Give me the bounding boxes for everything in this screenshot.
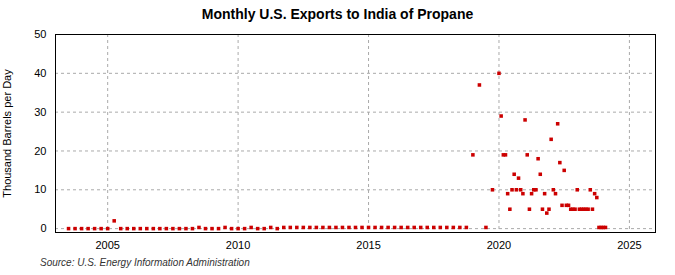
svg-text:Thousand Barrels per Day: Thousand Barrels per Day [1,69,13,198]
svg-text:2025: 2025 [617,239,641,251]
html-text:Monthly U.S. Exports to India: Monthly U.S. Exports to India of Propane [201,6,474,22]
svg-text:40: 40 [34,67,46,79]
svg-text:2010: 2010 [226,239,250,251]
svg-text:0: 0 [40,222,46,234]
svg-text:20: 20 [34,144,46,156]
svg-text:2005: 2005 [95,239,119,251]
svg-text:10: 10 [34,183,46,195]
svg-text:2015: 2015 [356,239,380,251]
svg-text:30: 30 [34,106,46,118]
svg-text:2020: 2020 [487,239,511,251]
html-text:Source: U.S. Energy Informatio: Source: U.S. Energy Information Administ… [40,257,250,268]
svg-text:50: 50 [34,28,46,40]
